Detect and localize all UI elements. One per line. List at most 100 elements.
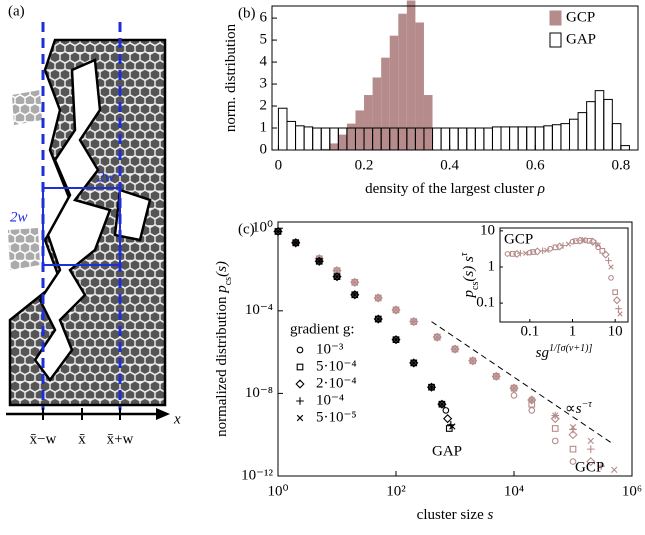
empty-hole	[113, 188, 152, 242]
marker	[469, 357, 476, 364]
marker	[410, 318, 417, 325]
annotation: GCP	[575, 459, 604, 475]
marker	[586, 456, 596, 467]
marker	[316, 258, 323, 265]
marker	[612, 296, 621, 305]
marker	[530, 249, 537, 255]
marker	[569, 458, 577, 465]
marker	[544, 247, 550, 253]
marker	[579, 236, 586, 244]
marker	[601, 250, 610, 259]
guide-line	[431, 321, 612, 444]
marker	[569, 424, 577, 431]
label-part: cs	[223, 277, 234, 285]
label-part: s	[487, 507, 493, 523]
marker	[292, 239, 299, 246]
plot-area	[500, 228, 628, 322]
label-part: τ	[459, 252, 470, 256]
panel-label: (b)	[238, 5, 256, 21]
plot-frame	[277, 221, 633, 477]
tick-label: x̄−w	[30, 431, 57, 447]
marker	[528, 407, 536, 414]
marker	[375, 294, 382, 302]
marker	[551, 437, 559, 445]
marker	[573, 238, 579, 244]
legend-swatch	[549, 10, 562, 26]
marker	[375, 315, 382, 323]
x-axis-label: sg1/[σ(ν+1)]	[536, 343, 593, 362]
marker	[333, 267, 341, 274]
marker	[296, 397, 304, 405]
bar	[406, 0, 416, 151]
legend-label: 2·10⁻⁴	[316, 375, 357, 391]
x-tick-label: 0.2	[355, 157, 374, 173]
marker	[586, 237, 593, 244]
label-part: ∝	[565, 401, 576, 417]
empty-channel	[33, 58, 112, 383]
x-tick-label: 10	[608, 323, 623, 339]
label-part: norm. distribution	[223, 23, 239, 132]
legend-label: GCP	[566, 9, 595, 25]
marker	[351, 291, 358, 298]
marker	[565, 241, 572, 247]
marker	[551, 425, 559, 432]
label-part: −τ	[582, 399, 593, 410]
marker	[296, 414, 304, 422]
marker	[434, 333, 441, 341]
y-tick-label: 6	[260, 10, 268, 26]
bar	[364, 95, 373, 150]
y-tick-label: 0	[260, 141, 268, 157]
marker	[580, 237, 587, 243]
y-tick-label: 1	[260, 119, 268, 135]
marker	[428, 384, 435, 391]
marker	[559, 242, 567, 249]
marker	[333, 273, 341, 280]
bar	[355, 110, 365, 150]
marker	[509, 251, 516, 257]
marker	[595, 242, 601, 248]
x-tick-label: 0.8	[612, 157, 631, 173]
legend-title: gradient g:	[290, 321, 355, 337]
marker	[442, 407, 450, 414]
marker	[611, 466, 618, 473]
x-tick-label: 0.4	[440, 157, 459, 173]
bar	[389, 35, 399, 150]
marker	[617, 311, 623, 317]
marker	[493, 373, 500, 380]
y-tick-label: 10⁻⁴	[245, 302, 273, 318]
marker	[615, 305, 622, 313]
label-part: p	[214, 285, 230, 294]
marker	[392, 336, 400, 343]
legend-label: 10⁻³	[316, 341, 344, 357]
marker	[528, 396, 535, 404]
annotation: GCP	[504, 231, 533, 247]
legend-label: GAP	[566, 31, 596, 47]
marker	[351, 279, 358, 286]
plot-frame	[271, 5, 639, 151]
marker	[438, 401, 446, 408]
x-tick-label: 0.6	[526, 157, 545, 173]
y-tick-label: 10⁻⁸	[245, 385, 273, 401]
marker	[443, 414, 453, 424]
legend-label: 10⁻⁴	[316, 392, 344, 408]
label-part: normalized distribution	[214, 293, 230, 437]
marker	[445, 425, 453, 432]
legend-swatch	[549, 32, 562, 48]
marker	[586, 445, 595, 453]
marker	[510, 384, 518, 392]
bar	[381, 57, 390, 150]
y-axis-label: norm. distribution	[223, 23, 239, 132]
y-axis-label: pcs(s) sτ	[459, 252, 481, 298]
marker	[451, 345, 459, 353]
width-label: 2w	[10, 209, 28, 225]
y-tick-label: 2	[260, 97, 268, 113]
label-part: s	[576, 401, 582, 417]
x-tick-label: 0	[275, 157, 283, 173]
panel-label: (c)	[238, 221, 255, 237]
label-part: sg	[536, 345, 550, 361]
marker	[539, 247, 546, 255]
axis-label: x	[173, 411, 181, 427]
marker	[587, 437, 594, 445]
bar	[372, 77, 382, 150]
marker	[504, 251, 511, 257]
